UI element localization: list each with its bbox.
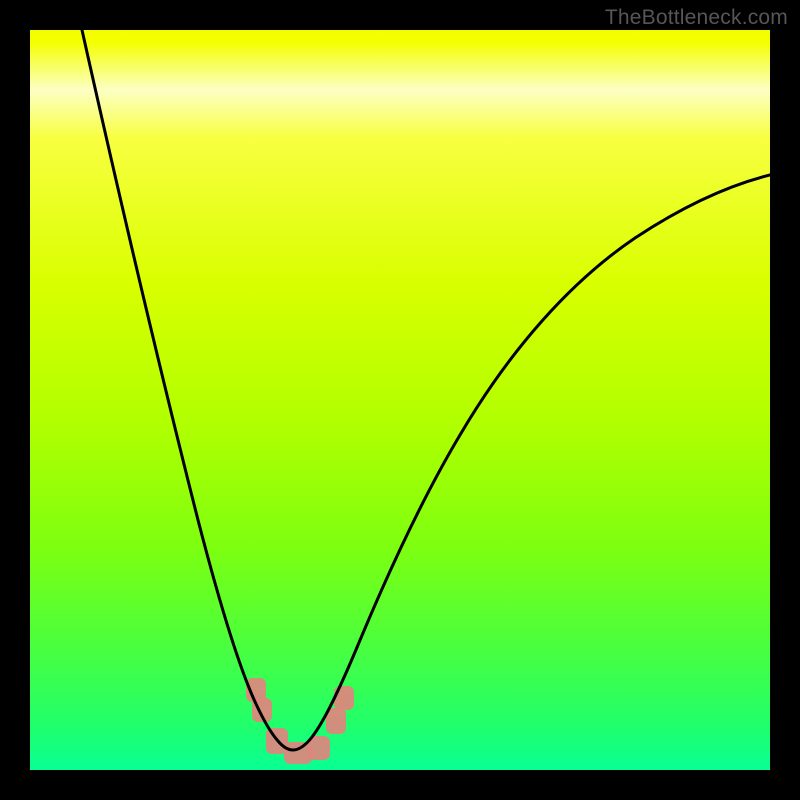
bottleneck-curve [82, 30, 770, 750]
marker-blob [284, 742, 312, 764]
watermark-text: TheBottleneck.com [605, 6, 788, 30]
plot-area [30, 30, 770, 770]
curve-layer [30, 30, 770, 770]
outer-frame: TheBottleneck.com [0, 0, 800, 800]
